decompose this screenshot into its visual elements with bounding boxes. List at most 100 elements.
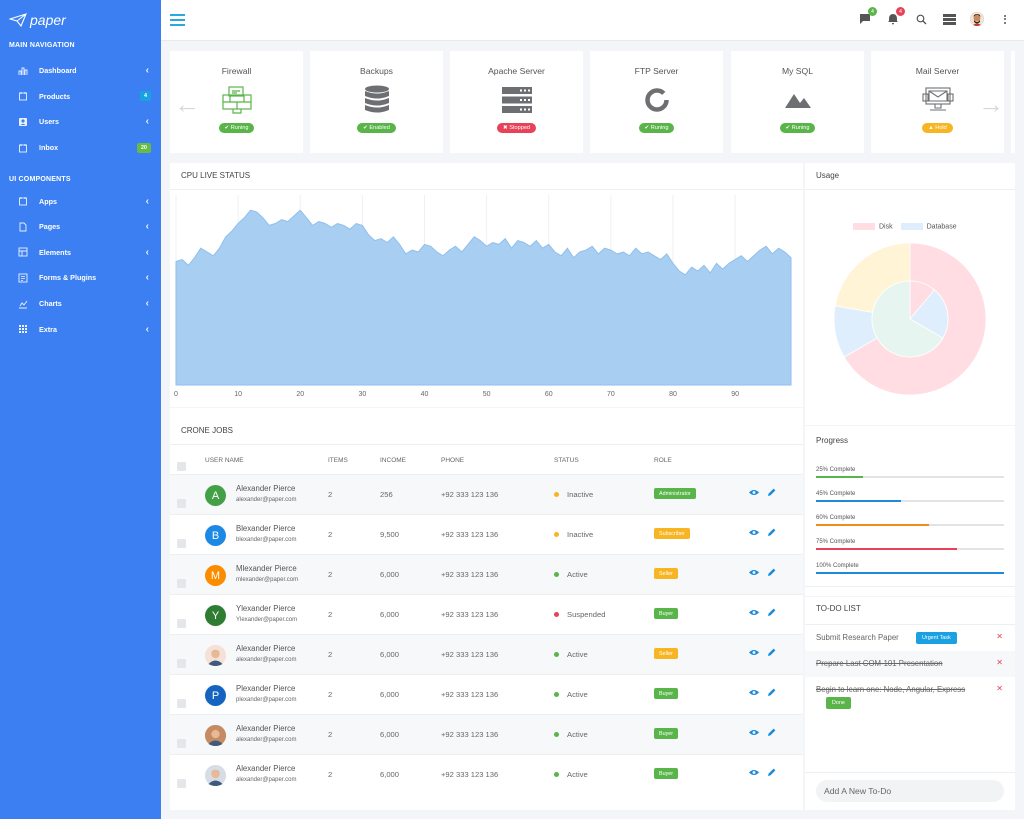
pages-icon — [17, 221, 28, 232]
edit-pencil-icon[interactable] — [768, 528, 776, 538]
view-eye-icon[interactable] — [749, 568, 759, 578]
status-cell: Active — [567, 730, 588, 739]
delete-todo-icon[interactable]: ✕ — [996, 658, 1003, 667]
row-checkbox[interactable] — [177, 739, 186, 748]
x-tick-label: 40 — [421, 391, 429, 398]
row-checkbox[interactable] — [177, 619, 186, 628]
server-name: Backups — [360, 66, 393, 76]
pie-slice-database[interactable] — [871, 280, 944, 358]
x-tick-label: 90 — [731, 391, 739, 398]
server-card-mysql[interactable]: My SQL ✔ Runing — [731, 51, 864, 153]
sidebar-item-users[interactable]: Users ‹ — [0, 109, 161, 135]
status-badge: ▲ Hold — [922, 123, 953, 133]
sidebar-item-apps[interactable]: Apps ‹ — [0, 188, 161, 214]
panel-title: CPU LIVE STATUS — [181, 171, 251, 180]
edit-pencil-icon[interactable] — [768, 728, 776, 738]
carousel-next-arrow-icon[interactable]: → — [978, 89, 1004, 119]
table-row[interactable]: A Alexander Pierce alexander@paper.com 2… — [170, 474, 803, 514]
status-dot — [554, 692, 559, 697]
delete-todo-icon[interactable]: ✕ — [996, 684, 1003, 693]
legend-item-disk[interactable]: Disk — [853, 223, 893, 230]
ui-components-heading: UI COMPONENTS — [9, 176, 71, 184]
view-eye-icon[interactable] — [749, 648, 759, 658]
main-navigation-heading: MAIN NAVIGATION — [9, 42, 75, 49]
todo-item[interactable]: Submit Research Paper Urgent Task ✕ — [805, 624, 1015, 651]
row-checkbox[interactable] — [177, 659, 186, 668]
table-row[interactable]: Alexander Pierce alexander@paper.com 2 6… — [170, 754, 803, 794]
view-eye-icon[interactable] — [749, 488, 759, 498]
todo-item[interactable]: Begin to learn one: Node, Angular, Expre… — [805, 677, 1015, 717]
select-all-checkbox[interactable] — [177, 462, 186, 471]
user-email: plexander@paper.com — [236, 697, 297, 703]
user-name[interactable]: Alexander Pierce — [236, 644, 296, 653]
server-card-apache[interactable]: Apache Server ✖ Stopped — [450, 51, 583, 153]
row-checkbox[interactable] — [177, 539, 186, 548]
status-cell: Active — [567, 650, 588, 659]
table-row[interactable]: P Plexander Pierce plexander@paper.com 2… — [170, 674, 803, 714]
row-checkbox[interactable] — [177, 699, 186, 708]
search-icon[interactable] — [914, 12, 928, 26]
menu-toggle-icon[interactable] — [170, 14, 185, 26]
view-eye-icon[interactable] — [749, 608, 759, 618]
messages-icon[interactable]: 4 — [858, 7, 877, 26]
delete-todo-icon[interactable]: ✕ — [996, 632, 1003, 641]
sidebar-item-inbox[interactable]: Inbox 20 — [0, 135, 161, 161]
user-avatar[interactable] — [970, 12, 984, 26]
chevron-left-icon: ‹ — [145, 272, 149, 284]
user-name[interactable]: Ylexander Pierce — [236, 604, 296, 613]
server-list-icon[interactable] — [942, 12, 956, 26]
edit-pencil-icon[interactable] — [768, 648, 776, 658]
sidebar-item-extra[interactable]: Extra ‹ — [0, 316, 161, 342]
notifications-icon[interactable]: 4 — [886, 7, 905, 26]
phone-cell: +92 333 123 136 — [441, 770, 499, 779]
user-name[interactable]: Alexander Pierce — [236, 764, 296, 773]
edit-pencil-icon[interactable] — [768, 768, 776, 778]
sidebar-item-dashboard[interactable]: Dashboard ‹ — [0, 58, 161, 84]
panel-title: TO-DO LIST — [816, 604, 861, 613]
edit-pencil-icon[interactable] — [768, 568, 776, 578]
view-eye-icon[interactable] — [749, 728, 759, 738]
user-name[interactable]: Alexander Pierce — [236, 724, 296, 733]
brand[interactable]: paper — [0, 0, 161, 40]
phone-cell: +92 333 123 136 — [441, 730, 499, 739]
view-eye-icon[interactable] — [749, 768, 759, 778]
row-checkbox[interactable] — [177, 779, 186, 788]
user-name[interactable]: Blexander Pierce — [236, 524, 296, 533]
add-todo-input[interactable] — [816, 780, 1004, 802]
sidebar-item-pages[interactable]: Pages ‹ — [0, 214, 161, 240]
progress-label: 60% Complete — [816, 515, 856, 521]
server-card-firewall[interactable]: Firewall ✔ Runing — [170, 51, 303, 153]
server-card-mail[interactable]: Mail Server ▲ Hold — [871, 51, 1004, 153]
avatar-initial: A — [211, 489, 220, 502]
table-row[interactable]: Alexander Pierce alexander@paper.com 2 6… — [170, 714, 803, 754]
more-options-icon[interactable] — [998, 12, 1012, 26]
progress-bar: 25% Complete — [816, 467, 1004, 478]
view-eye-icon[interactable] — [749, 528, 759, 538]
table-row[interactable]: Y Ylexander Pierce Ylexander@paper.com 2… — [170, 594, 803, 634]
edit-pencil-icon[interactable] — [768, 608, 776, 618]
sidebar-item-products[interactable]: Products 4 — [0, 84, 161, 110]
legend-item-database[interactable]: Database — [900, 223, 957, 230]
view-eye-icon[interactable] — [749, 688, 759, 698]
progress-bar: 45% Complete — [816, 491, 1004, 502]
server-card-ftp[interactable]: FTP Server ✔ Runing — [590, 51, 723, 153]
user-name[interactable]: Plexander Pierce — [236, 684, 296, 693]
user-name[interactable]: Alexander Pierce — [236, 484, 296, 493]
row-checkbox[interactable] — [177, 499, 186, 508]
edit-pencil-icon[interactable] — [768, 688, 776, 698]
sidebar-item-charts[interactable]: Charts ‹ — [0, 291, 161, 317]
table-row[interactable]: Alexander Pierce alexander@paper.com 2 6… — [170, 634, 803, 674]
todo-item[interactable]: Prepare Last COM-101 Presentation ✕ — [805, 651, 1015, 677]
sidebar-item-elements[interactable]: Elements ‹ — [0, 240, 161, 266]
edit-pencil-icon[interactable] — [768, 488, 776, 498]
panel-title: Usage — [816, 171, 840, 180]
table-row[interactable]: B Blexander Pierce blexander@paper.com 2… — [170, 514, 803, 554]
row-checkbox[interactable] — [177, 579, 186, 588]
table-row[interactable]: M Mlexander Pierce mlexander@paper.com 2… — [170, 554, 803, 594]
server-card-backups[interactable]: Backups ✔ Enabled — [310, 51, 443, 153]
carousel-prev-arrow-icon[interactable]: ← — [174, 89, 200, 119]
progress-fill — [816, 524, 929, 526]
sidebar-item-forms-plugins[interactable]: Forms & Plugins ‹ — [0, 265, 161, 291]
user-name[interactable]: Mlexander Pierce — [236, 564, 297, 573]
pie-slice-database[interactable] — [909, 289, 949, 339]
